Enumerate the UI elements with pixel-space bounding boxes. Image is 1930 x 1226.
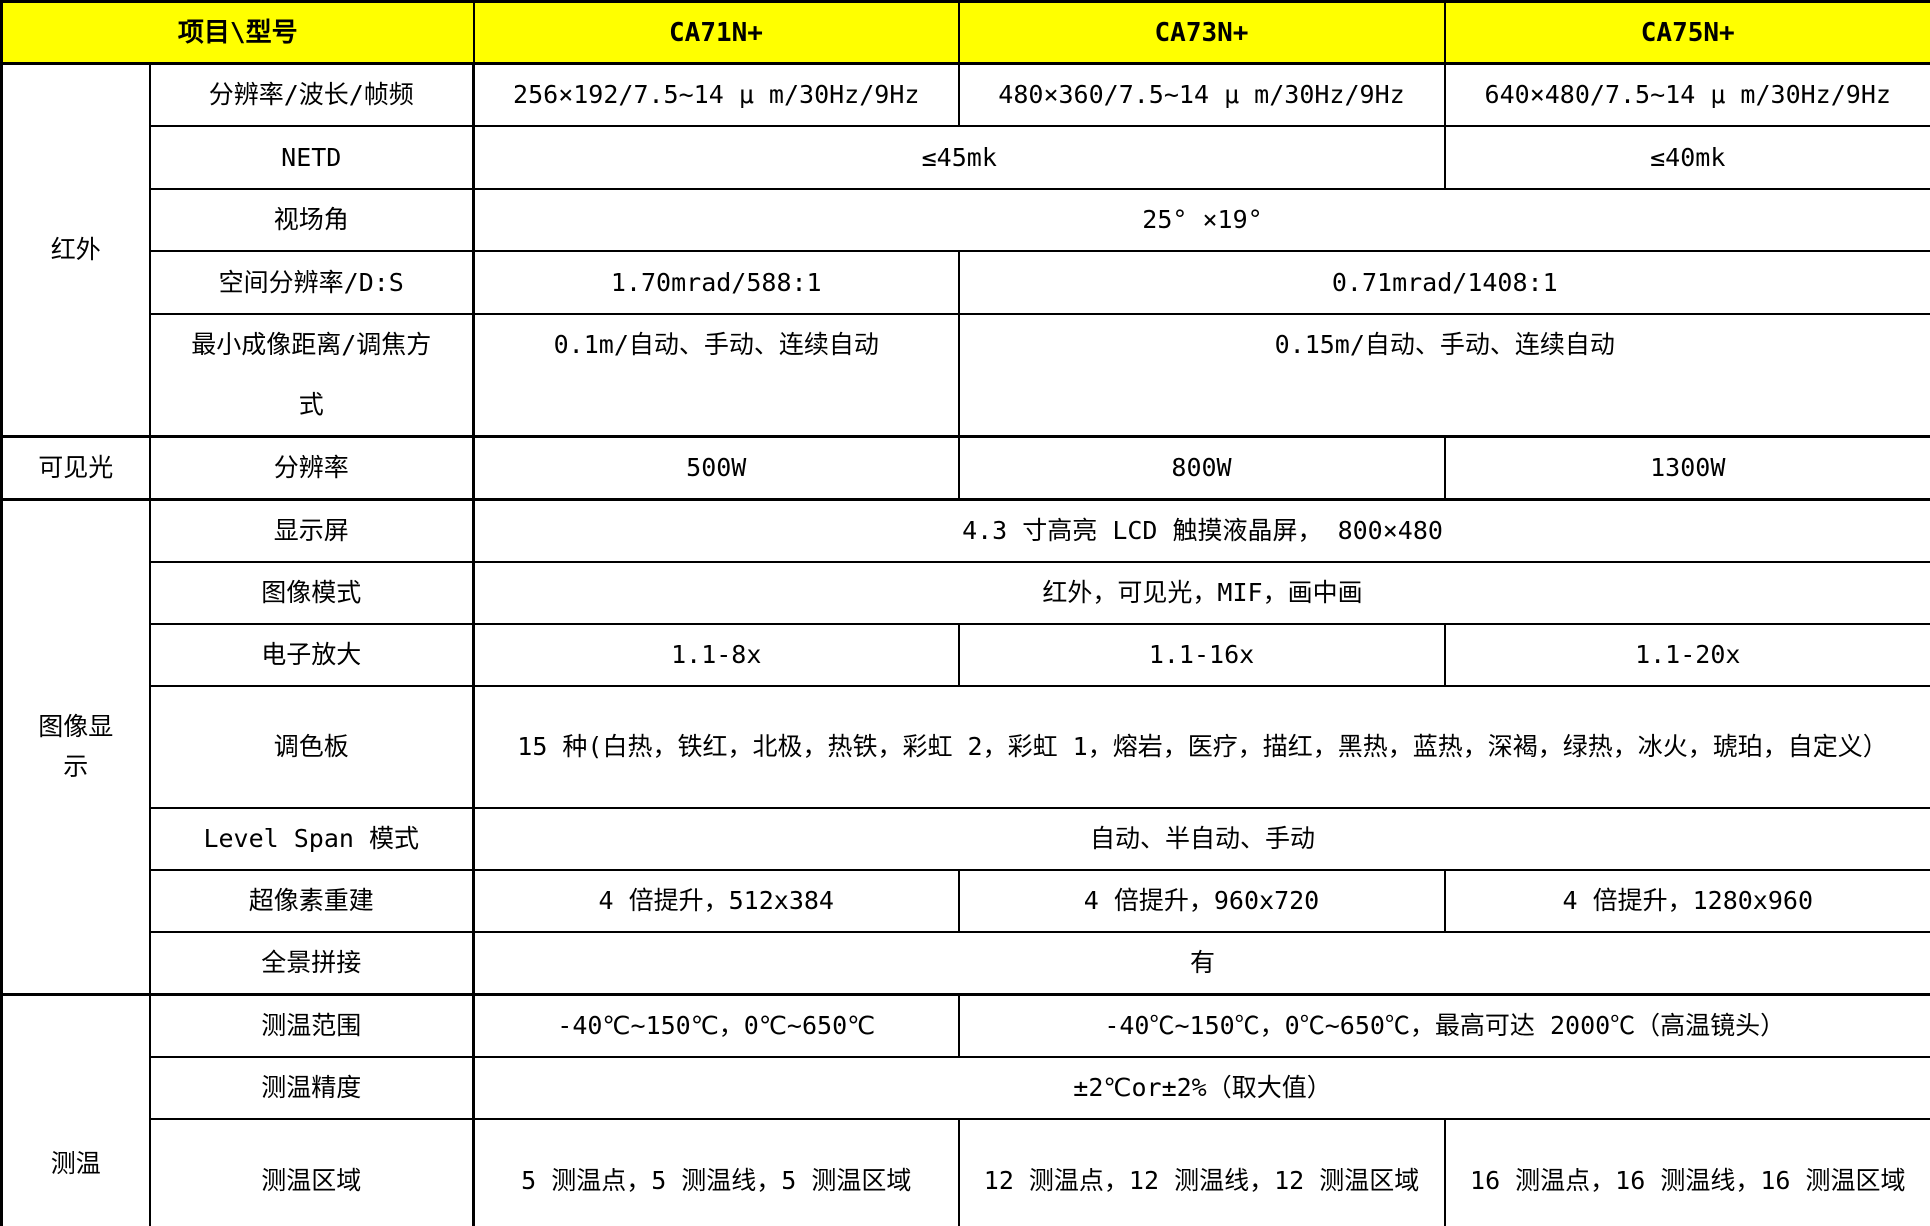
label-level-span: Level Span 模式 xyxy=(148,807,475,871)
label-ir-resolution: 分辨率/波长/帧频 xyxy=(148,62,475,127)
value-min-focus-ca73-ca75: 0.15m/自动、手动、连续自动 xyxy=(957,313,1930,438)
value-temp-zones-ca71: 5 测温点，5 测温线，5 测温区域 xyxy=(472,1118,960,1226)
value-spatial-resolution-ca73-ca75: 0.71mrad/1408:1 xyxy=(957,250,1930,315)
label-fov: 视场角 xyxy=(148,188,475,252)
label-spatial-resolution: 空间分辨率/D:S xyxy=(148,250,475,315)
header-corner: 项目\型号 xyxy=(0,0,475,65)
value-panorama-all: 有 xyxy=(472,931,1930,996)
row-temp-accuracy: 测温精度 ±2℃or±2%（取大值） xyxy=(2,1056,1930,1120)
value-temp-range-ca73-ca75: -40℃~150℃，0℃~650℃，最高可达 2000℃（高温镜头） xyxy=(957,993,1930,1058)
value-super-resolution-ca73: 4 倍提升，960x720 xyxy=(957,869,1446,933)
header-row: 项目\型号 CA71N+ CA73N+ CA75N+ xyxy=(0,0,1930,65)
value-super-resolution-ca71: 4 倍提升，512x384 xyxy=(472,869,960,933)
value-palette-all: 15 种(白热，铁红，北极，热铁，彩虹 2，彩虹 1，熔岩，医疗，描红，黑热，蓝… xyxy=(472,685,1930,809)
value-temp-accuracy-all: ±2℃or±2%（取大值） xyxy=(472,1056,1930,1120)
value-digital-zoom-ca75: 1.1-20x xyxy=(1443,623,1930,687)
label-min-focus: 最小成像距离/调焦方式 xyxy=(148,313,475,438)
group-visible-light: 可见光 xyxy=(0,435,151,501)
row-ir-resolution: 红外 分辨率/波长/帧频 256×192/7.5~14 μ m/30Hz/9Hz… xyxy=(0,62,1930,438)
value-temp-zones-ca75: 16 测温点，16 测温线，16 测温区域 xyxy=(1443,1118,1930,1226)
value-fov-all: 25° ×19° xyxy=(472,188,1930,252)
label-panorama: 全景拼接 xyxy=(148,931,475,996)
row-digital-zoom: 电子放大 1.1-8x 1.1-16x 1.1-20x xyxy=(2,623,1930,687)
value-ir-resolution-ca73: 480×360/7.5~14 μ m/30Hz/9Hz xyxy=(957,62,1446,127)
label-visible-resolution: 分辨率 xyxy=(148,435,475,501)
value-temp-range-ca71: -40℃~150℃，0℃~650℃ xyxy=(472,993,960,1058)
value-min-focus-ca71: 0.1m/自动、手动、连续自动 xyxy=(472,313,960,438)
value-digital-zoom-ca71: 1.1-8x xyxy=(472,623,960,687)
row-super-resolution: 超像素重建 4 倍提升，512x384 4 倍提升，960x720 4 倍提升，… xyxy=(2,869,1930,933)
value-screen-all: 4.3 寸高亮 LCD 触摸液晶屏， 800×480 xyxy=(472,498,1930,563)
value-super-resolution-ca75: 4 倍提升，1280x960 xyxy=(1443,869,1930,933)
label-digital-zoom: 电子放大 xyxy=(148,623,475,687)
value-digital-zoom-ca73: 1.1-16x xyxy=(957,623,1446,687)
value-visible-resolution-ca73: 800W xyxy=(957,435,1446,501)
label-image-mode: 图像模式 xyxy=(148,561,475,625)
label-palette: 调色板 xyxy=(148,685,475,809)
header-ca73n: CA73N+ xyxy=(957,0,1446,65)
value-netd-ca71-ca73: ≤45mk xyxy=(472,125,1446,190)
label-netd: NETD xyxy=(148,125,475,190)
value-ir-resolution-ca71: 256×192/7.5~14 μ m/30Hz/9Hz xyxy=(472,62,960,127)
row-temp-range: 测温 测温范围 -40℃~150℃，0℃~650℃ -40℃~150℃，0℃~6… xyxy=(0,993,1930,1226)
row-level-span: Level Span 模式 自动、半自动、手动 xyxy=(2,807,1930,871)
row-min-focus: 最小成像距离/调焦方式 0.1m/自动、手动、连续自动 0.15m/自动、手动、… xyxy=(2,313,1930,438)
label-screen: 显示屏 xyxy=(148,498,475,563)
row-visible-resolution: 可见光 分辨率 500W 800W 1300W xyxy=(0,435,1930,501)
row-image-mode: 图像模式 红外，可见光，MIF，画中画 xyxy=(2,561,1930,625)
row-fov: 视场角 25° ×19° xyxy=(2,188,1930,252)
row-panorama: 全景拼接 有 xyxy=(2,931,1930,996)
header-ca75n: CA75N+ xyxy=(1443,0,1930,65)
value-spatial-resolution-ca71: 1.70mrad/588:1 xyxy=(472,250,960,315)
value-visible-resolution-ca75: 1300W xyxy=(1443,435,1930,501)
label-temp-zones: 测温区域 xyxy=(148,1118,475,1226)
label-temp-range: 测温范围 xyxy=(148,993,475,1058)
value-temp-zones-ca73: 12 测温点，12 测温线，12 测温区域 xyxy=(957,1118,1446,1226)
row-palette: 调色板 15 种(白热，铁红，北极，热铁，彩虹 2，彩虹 1，熔岩，医疗，描红，… xyxy=(2,685,1930,809)
row-screen: 图像显示 显示屏 4.3 寸高亮 LCD 触摸液晶屏， 800×480 xyxy=(0,498,1930,996)
value-netd-ca75: ≤40mk xyxy=(1443,125,1930,190)
value-level-span-all: 自动、半自动、手动 xyxy=(472,807,1930,871)
group-infrared: 红外 xyxy=(0,62,151,438)
label-super-resolution: 超像素重建 xyxy=(148,869,475,933)
group-thermometry: 测温 xyxy=(0,993,151,1226)
group-image-display: 图像显示 xyxy=(0,498,151,996)
value-image-mode-all: 红外，可见光，MIF，画中画 xyxy=(472,561,1930,625)
row-netd: NETD ≤45mk ≤40mk xyxy=(2,125,1930,190)
header-ca71n: CA71N+ xyxy=(472,0,960,65)
label-temp-accuracy: 测温精度 xyxy=(148,1056,475,1120)
row-temp-zones: 测温区域 5 测温点，5 测温线，5 测温区域 12 测温点，12 测温线，12… xyxy=(2,1118,1930,1226)
value-visible-resolution-ca71: 500W xyxy=(472,435,960,501)
value-ir-resolution-ca75: 640×480/7.5~14 μ m/30Hz/9Hz xyxy=(1443,62,1930,127)
row-spatial-resolution: 空间分辨率/D:S 1.70mrad/588:1 0.71mrad/1408:1 xyxy=(2,250,1930,315)
